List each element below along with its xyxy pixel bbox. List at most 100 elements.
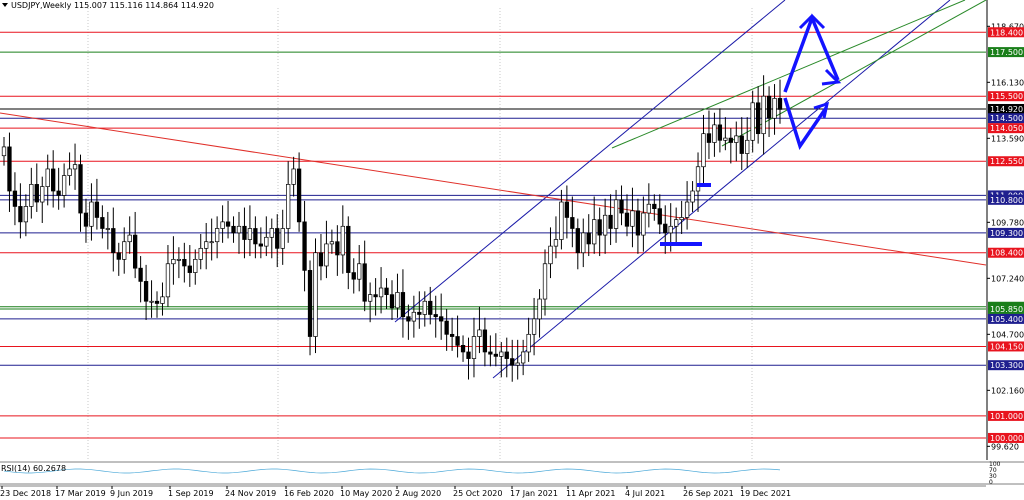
candle-body	[646, 203, 651, 214]
candle-body	[526, 333, 531, 353]
candle-body	[602, 214, 608, 236]
candle-body	[165, 263, 171, 298]
candle-body	[231, 225, 236, 234]
candle-body	[739, 135, 744, 154]
price-axis-label: 102.160	[991, 386, 1024, 395]
candle-body	[351, 272, 356, 280]
candle-body	[592, 219, 597, 245]
candle-body	[619, 199, 624, 214]
candle-body	[286, 184, 291, 229]
candle-body	[531, 318, 537, 335]
price-level-tag	[988, 113, 1024, 124]
candle-body	[542, 263, 548, 300]
candle-body	[613, 199, 619, 229]
price-level-tag-text: 110.800	[990, 196, 1023, 205]
candle-body	[269, 228, 274, 238]
trendline-green-upper	[611, 0, 966, 149]
price-axis-label: 107.240	[991, 274, 1024, 283]
symbol-dropdown-icon	[2, 3, 8, 7]
candle-body	[641, 212, 646, 236]
candle-body	[433, 314, 438, 318]
price-level-tag-text: 115.500	[990, 92, 1023, 101]
candle-body	[581, 232, 586, 254]
candle-body	[329, 241, 335, 245]
candle-body	[624, 212, 630, 227]
candle-body	[548, 245, 553, 265]
candle-body	[67, 168, 72, 176]
price-axis-label: 99.620	[991, 442, 1019, 451]
candle-body	[411, 311, 417, 322]
candle-body	[127, 234, 132, 243]
candle-body	[72, 164, 78, 170]
time-axis-label: 24 Nov 2019	[225, 489, 276, 498]
candle-body	[400, 292, 406, 318]
price-level-tag	[988, 247, 1024, 258]
candle-body	[56, 190, 61, 196]
candle-body	[395, 292, 400, 309]
candle-body	[564, 201, 570, 218]
price-level-tag-text: 117.500	[990, 48, 1023, 57]
candle-body	[296, 168, 302, 223]
candle-body	[755, 102, 761, 135]
candle-body	[482, 329, 488, 353]
candle-body	[138, 267, 143, 282]
price-level-tag-text: 108.400	[990, 249, 1023, 258]
candle-body	[657, 208, 662, 225]
candle-body	[318, 252, 324, 267]
candle-body	[417, 311, 422, 315]
candle-body	[171, 259, 176, 265]
candle-body	[242, 225, 247, 240]
candle-body	[307, 270, 313, 337]
time-axis-label: 23 Dec 2018	[0, 489, 51, 498]
candle-body	[772, 98, 777, 119]
candle-body	[745, 139, 750, 154]
rsi-label: RSI(14) 60.2678	[1, 464, 66, 473]
candle-body	[750, 102, 755, 141]
time-axis-label: 4 Jul 2021	[625, 489, 665, 498]
candle-body	[258, 243, 263, 247]
candle-body	[94, 201, 100, 218]
candle-body	[488, 351, 493, 355]
price-level-tag	[988, 432, 1024, 443]
candle-body	[160, 296, 165, 304]
price-level-tag-text: 112.550	[990, 157, 1023, 166]
candle-body	[761, 95, 766, 135]
candle-body	[154, 300, 160, 304]
price-axis-label: 104.700	[991, 330, 1024, 339]
candle-body	[1, 146, 7, 157]
blue-marker	[697, 183, 711, 187]
candle-body	[78, 164, 83, 214]
candle-body	[275, 228, 280, 249]
candle-body	[143, 281, 149, 302]
candle-body	[45, 168, 50, 187]
price-level-tag-text: 114.500	[990, 114, 1023, 123]
projection-arrowhead-top	[798, 13, 826, 30]
price-level-tag	[988, 313, 1024, 324]
candle-body	[280, 228, 285, 249]
projection-arrow-down	[783, 97, 828, 150]
candle-body	[313, 252, 318, 337]
candle-body	[701, 133, 706, 168]
candle-body	[466, 351, 471, 359]
candle-body	[679, 217, 684, 221]
candle-body	[373, 294, 378, 298]
candle-body	[471, 336, 477, 359]
candle-body	[439, 316, 444, 322]
candle-body	[510, 358, 515, 366]
candle-body	[100, 217, 105, 229]
candle-body	[40, 186, 45, 203]
price-level-tag-text: 118.400	[990, 28, 1023, 37]
candle-body	[674, 219, 679, 227]
time-axis-label: 25 Oct 2020	[453, 489, 502, 498]
time-axis-label: 17 Mar 2019	[55, 489, 106, 498]
price-axis-label: 109.780	[991, 218, 1024, 227]
candle-body	[105, 228, 110, 230]
candle-body	[122, 241, 127, 260]
candle-body	[695, 166, 701, 192]
price-level-tag	[988, 103, 1024, 114]
candle-body	[236, 225, 242, 234]
price-level-tag	[988, 410, 1024, 421]
candle-body	[504, 351, 509, 359]
trendline-upper-channel	[394, 0, 786, 323]
rsi-axis-label: 0	[989, 479, 993, 486]
